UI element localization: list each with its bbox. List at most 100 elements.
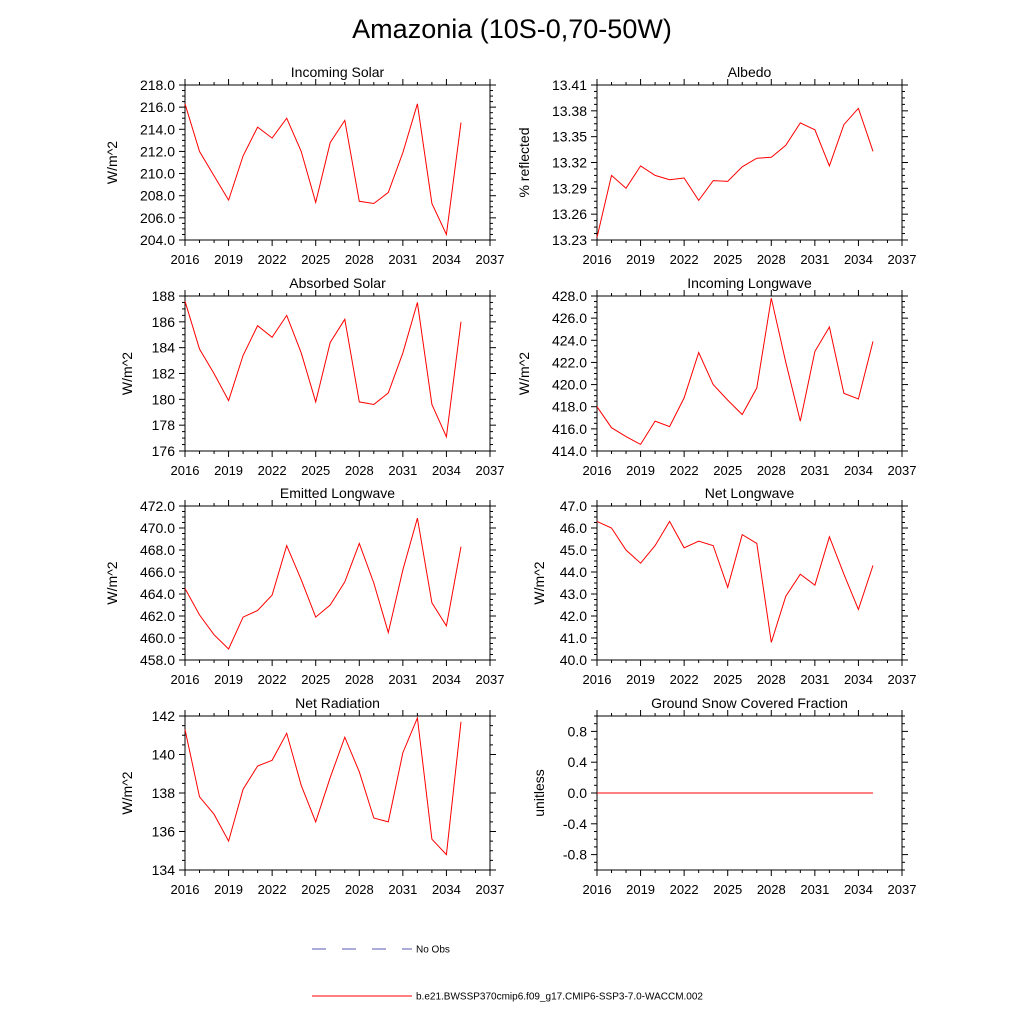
x-tick-label: 2031 xyxy=(388,252,417,267)
y-axis-label: % reflected xyxy=(516,127,532,197)
x-tick-label: 2031 xyxy=(800,463,829,478)
x-tick-label: 2025 xyxy=(301,672,330,687)
legend: No Obs b.e21.BWSSP370cmip6.f09_g17.CMIP6… xyxy=(312,945,703,1003)
chart-panel-7: Net Radiation 2016 2019 2022 2025 2028 2031 203… xyxy=(119,695,504,897)
y-tick-label: 0.8 xyxy=(568,723,588,739)
chart-panel-8: Ground Snow Covered Fraction 2016 2019 2022… xyxy=(531,695,916,897)
y-tick-label: 13.29 xyxy=(552,180,587,196)
x-tick-label: 2037 xyxy=(476,882,505,897)
y-tick-label: 414.0 xyxy=(552,443,587,459)
y-tick-label: 13.38 xyxy=(552,103,587,119)
y-tick-label: 186 xyxy=(152,314,176,330)
x-tick-label: 2028 xyxy=(757,672,786,687)
x-tick-label: 2019 xyxy=(214,882,243,897)
y-tick-label: 464.0 xyxy=(140,586,175,602)
y-tick-label: 184 xyxy=(152,340,176,356)
y-tick-label: 420.0 xyxy=(552,377,587,393)
x-tick-label: 2022 xyxy=(258,672,287,687)
y-tick-label: 212.0 xyxy=(140,143,175,159)
y-tick-label: 462.0 xyxy=(140,608,175,624)
y-tick-label: 422.0 xyxy=(552,354,587,370)
y-axis-label: W/m^2 xyxy=(104,141,120,184)
x-tick-label: 2028 xyxy=(345,672,374,687)
y-tick-label: 44.0 xyxy=(560,564,587,580)
x-tick-label: 2019 xyxy=(214,252,243,267)
x-tick-label: 2034 xyxy=(844,252,873,267)
x-tick-label: 2022 xyxy=(258,463,287,478)
x-tick-label: 2037 xyxy=(888,672,917,687)
x-tick-label: 2037 xyxy=(476,252,505,267)
series-line xyxy=(184,301,462,439)
y-tick-label: 176 xyxy=(152,443,176,459)
y-tick-label: 458.0 xyxy=(140,652,175,668)
x-tick-label: 2037 xyxy=(888,463,917,478)
panel-title: Ground Snow Covered Fraction xyxy=(651,695,848,711)
y-tick-label: 466.0 xyxy=(140,564,175,580)
y-axis-label: W/m^2 xyxy=(104,561,120,604)
y-tick-label: 208.0 xyxy=(140,188,175,204)
x-tick-label: 2025 xyxy=(713,463,742,478)
series-line xyxy=(596,520,874,643)
x-tick-label: 2034 xyxy=(432,463,461,478)
y-tick-label: 13.41 xyxy=(552,77,587,93)
x-tick-label: 2037 xyxy=(888,882,917,897)
series-line xyxy=(596,107,874,238)
x-tick-label: 2022 xyxy=(258,882,287,897)
panel-title: Absorbed Solar xyxy=(289,275,386,291)
x-tick-label: 2028 xyxy=(757,252,786,267)
x-tick-label: 2031 xyxy=(388,672,417,687)
panel-title: Emitted Longwave xyxy=(280,485,395,501)
legend-model-label: b.e21.BWSSP370cmip6.f09_g17.CMIP6-SSP3-7… xyxy=(416,992,703,1003)
x-tick-label: 2019 xyxy=(214,672,243,687)
y-axis-label: W/m^2 xyxy=(119,771,135,814)
x-tick-label: 2028 xyxy=(345,252,374,267)
plot-frame xyxy=(184,505,491,661)
x-tick-label: 2025 xyxy=(301,882,330,897)
x-tick-label: 2016 xyxy=(171,463,200,478)
plot-frame xyxy=(184,295,491,452)
x-tick-label: 2037 xyxy=(476,463,505,478)
x-tick-label: 2025 xyxy=(713,672,742,687)
x-tick-label: 2031 xyxy=(388,882,417,897)
legend-obs-label: No Obs xyxy=(416,945,450,956)
plot-frame xyxy=(596,295,903,452)
plot-frame xyxy=(184,715,491,871)
y-tick-label: 216.0 xyxy=(140,99,175,115)
y-tick-label: 142 xyxy=(152,708,176,724)
y-tick-label: -0.4 xyxy=(563,816,587,832)
series-line xyxy=(184,103,462,237)
plot-frame xyxy=(184,84,491,241)
x-tick-label: 2016 xyxy=(583,882,612,897)
y-tick-label: 178 xyxy=(152,417,176,433)
panel-title: Incoming Solar xyxy=(291,64,385,80)
x-tick-label: 2037 xyxy=(888,252,917,267)
y-tick-label: 218.0 xyxy=(140,77,175,93)
x-tick-label: 2016 xyxy=(171,252,200,267)
x-tick-label: 2034 xyxy=(844,672,873,687)
y-tick-label: 206.0 xyxy=(140,210,175,226)
x-tick-label: 2034 xyxy=(432,672,461,687)
x-tick-label: 2016 xyxy=(171,882,200,897)
y-tick-label: 13.35 xyxy=(552,129,587,145)
x-tick-label: 2019 xyxy=(626,672,655,687)
x-tick-label: 2031 xyxy=(800,882,829,897)
x-tick-label: 2022 xyxy=(258,252,287,267)
x-tick-label: 2022 xyxy=(670,252,699,267)
x-tick-label: 2022 xyxy=(670,463,699,478)
x-tick-label: 2031 xyxy=(800,672,829,687)
y-tick-label: 13.23 xyxy=(552,232,587,248)
y-axis-label: W/m^2 xyxy=(119,352,135,395)
plot-frame xyxy=(596,505,903,661)
y-axis-label: W/m^2 xyxy=(531,561,547,604)
y-tick-label: 182 xyxy=(152,366,176,382)
x-tick-label: 2019 xyxy=(214,463,243,478)
series-line xyxy=(184,715,462,856)
x-tick-label: 2031 xyxy=(388,463,417,478)
y-tick-label: 47.0 xyxy=(560,498,587,514)
x-tick-label: 2028 xyxy=(345,463,374,478)
chart-panel-1: Incoming Solar 2016 2019 2022 2025 2028 2031 20… xyxy=(104,64,504,267)
y-tick-label: 472.0 xyxy=(140,498,175,514)
series-line xyxy=(596,298,874,446)
chart-panel-4: Incoming Longwave 2016 2019 2022 2025 2028 203… xyxy=(516,275,916,478)
y-tick-label: 0.4 xyxy=(568,754,588,770)
